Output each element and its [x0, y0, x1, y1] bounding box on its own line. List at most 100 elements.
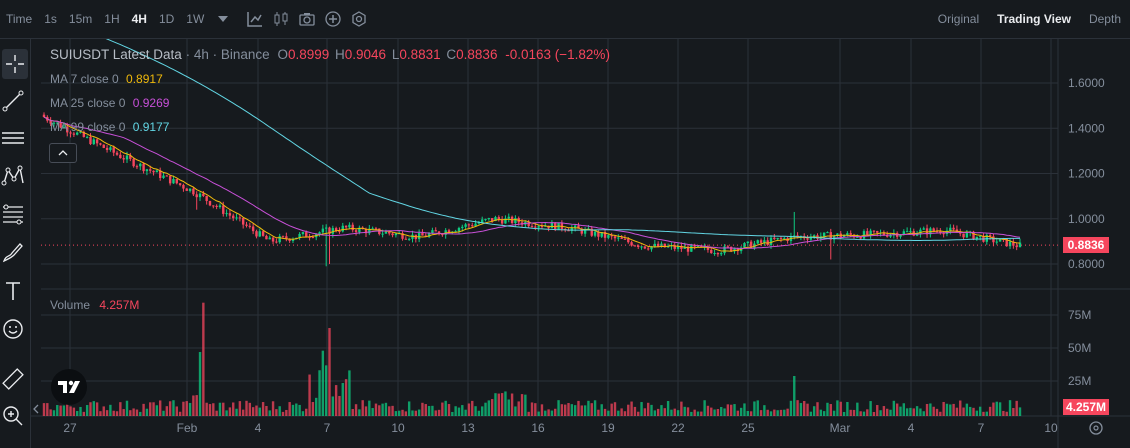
volume-bar: [341, 383, 344, 416]
interval-1s[interactable]: 1s: [44, 12, 57, 26]
candle-body: [358, 227, 361, 233]
volume-bar: [676, 410, 680, 416]
fib-icon[interactable]: [0, 199, 26, 229]
interval-15m[interactable]: 15m: [68, 12, 93, 26]
volume-bar: [52, 410, 56, 416]
volume-bar: [534, 403, 537, 416]
candle-body: [85, 136, 89, 138]
interval-dropdown-icon[interactable]: [210, 0, 236, 38]
time-tick-label: 22: [671, 421, 685, 435]
horizontal-lines-icon[interactable]: [0, 123, 26, 153]
volume-bar: [222, 402, 225, 416]
interval-4h[interactable]: 4H: [131, 12, 147, 26]
volume-bar: [766, 409, 769, 416]
volume-bar: [935, 408, 939, 416]
ruler-icon[interactable]: [0, 364, 26, 394]
candle-body: [988, 235, 992, 237]
volume-bar: [716, 409, 720, 416]
price-tick-label: 1.4000: [1068, 121, 1105, 135]
volume-bar: [623, 411, 627, 416]
tradingview-logo-icon[interactable]: [51, 369, 87, 405]
volume-bar: [311, 402, 315, 416]
volume-bar: [849, 409, 852, 416]
volume-bar: [1002, 410, 1005, 416]
ma7-value: 0.8917: [126, 72, 163, 86]
price-chart[interactable]: 1.6000 1.4000 1.2000 1.0000 0.8000 75M 50M 25M 2…: [31, 39, 1130, 448]
candle-body: [198, 193, 202, 198]
volume-bar: [404, 411, 408, 416]
volume-bar: [72, 407, 76, 416]
volume-bar: [710, 407, 713, 416]
candle-body: [935, 231, 939, 233]
volume-bar: [736, 410, 740, 416]
view-depth[interactable]: Depth: [1088, 12, 1121, 26]
volume-bar: [607, 410, 610, 416]
volume-bar: [580, 405, 583, 416]
collapse-legend-button[interactable]: [49, 143, 77, 163]
view-original[interactable]: Original: [937, 12, 980, 26]
volume-bar: [673, 408, 676, 416]
add-icon[interactable]: [320, 0, 346, 38]
candle-body: [427, 233, 431, 237]
volume-bar: [182, 401, 185, 416]
candle-body: [597, 231, 600, 237]
interval-1h[interactable]: 1H: [104, 12, 120, 26]
volume-bar: [524, 394, 527, 416]
ma7-label: MA 7 close 0: [50, 72, 119, 86]
volume-bar: [955, 407, 959, 416]
candle-body: [391, 233, 394, 236]
zoom-in-icon[interactable]: [0, 401, 26, 431]
candle-body: [248, 225, 252, 227]
time-tick-label: 4: [255, 421, 262, 435]
volume-bar: [547, 409, 550, 416]
pattern-icon[interactable]: [0, 161, 26, 191]
candle-body: [646, 248, 650, 250]
candle-body: [477, 222, 481, 224]
volume-bar: [490, 399, 494, 416]
candle-body: [915, 233, 919, 236]
candle-body: [610, 235, 613, 237]
text-tool-icon[interactable]: [0, 276, 26, 306]
volume-bar: [424, 404, 427, 416]
volume-bar: [275, 409, 278, 416]
time-tick-label: 7: [978, 421, 985, 435]
interval-1d[interactable]: 1D: [158, 12, 175, 26]
crosshair-icon[interactable]: [2, 49, 28, 79]
volume-bar: [305, 408, 308, 416]
volume-bar: [158, 400, 162, 416]
volume-bar: [643, 408, 647, 416]
camera-icon[interactable]: [294, 0, 320, 38]
candle-body: [859, 236, 862, 239]
brush-icon[interactable]: [0, 237, 26, 267]
candle-body: [417, 232, 421, 240]
candle-body: [49, 120, 52, 124]
settings-icon[interactable]: [346, 0, 372, 38]
candle-body: [182, 184, 185, 189]
candle-body: [132, 158, 135, 167]
volume-bar: [892, 400, 896, 416]
candle-body: [886, 234, 889, 237]
view-trading-view[interactable]: Trading View: [997, 12, 1071, 26]
candle-body: [384, 231, 388, 234]
candle-body: [856, 236, 859, 238]
candle-body: [158, 170, 162, 178]
volume-bar: [122, 409, 125, 416]
candle-body: [301, 232, 305, 234]
candle-body: [769, 237, 773, 245]
candle-body: [640, 246, 643, 248]
trend-line-icon[interactable]: [0, 86, 26, 116]
emoji-icon[interactable]: [0, 314, 26, 344]
interval-1w[interactable]: 1W: [186, 12, 205, 26]
candle-body: [308, 236, 311, 238]
volume-bar: [992, 402, 995, 416]
candle-body: [291, 239, 295, 241]
candle-type-icon[interactable]: [268, 0, 294, 38]
candle-body: [723, 246, 726, 254]
volume-bar: [620, 408, 623, 416]
candle-body: [683, 246, 686, 249]
indicator-chart-icon[interactable]: [242, 0, 268, 38]
volume-bar: [975, 410, 979, 416]
candle-body: [690, 244, 693, 252]
volume-bar: [112, 410, 115, 416]
volume-bar: [467, 403, 471, 416]
